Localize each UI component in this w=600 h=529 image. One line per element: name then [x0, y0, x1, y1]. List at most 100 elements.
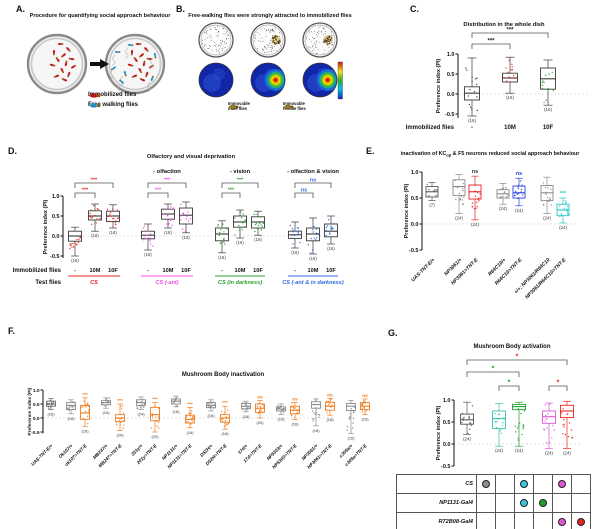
svg-text:(24): (24) — [515, 208, 523, 213]
panel-b-title: Free-walking flies were strongly attract… — [188, 13, 352, 19]
svg-text:(16): (16) — [291, 250, 299, 255]
condition-cell — [533, 493, 553, 513]
legend-label: Free walking flies — [88, 102, 139, 108]
svg-text:***: *** — [91, 178, 98, 184]
svg-text:NP5303>TNT-E: NP5303>TNT-E — [271, 443, 298, 470]
condition-row: CS — [396, 474, 591, 494]
condition-row: R72B08-Gal4 — [396, 512, 591, 529]
svg-text:(16): (16) — [506, 95, 514, 100]
condition-label: CS — [396, 474, 477, 494]
svg-text:-0.5: -0.5 — [445, 112, 454, 118]
svg-text:-0.5: -0.5 — [441, 464, 450, 470]
svg-text:- olfaction & vision: - olfaction & vision — [287, 169, 339, 175]
svg-text:(16): (16) — [67, 416, 75, 421]
svg-text:(7): (7) — [429, 203, 435, 208]
svg-text:0.0: 0.0 — [411, 222, 419, 228]
svg-text:inactivation of KCαβ & F5 neur: inactivation of KCαβ & F5 neurons reduce… — [401, 151, 581, 158]
svg-text:-0.5: -0.5 — [409, 248, 418, 254]
svg-text:CS (-ant & in darkness): CS (-ant & in darkness) — [282, 280, 344, 286]
svg-text:(24): (24) — [499, 206, 507, 211]
svg-text:(16): (16) — [468, 118, 476, 123]
svg-text:***: *** — [117, 398, 123, 404]
condition-dot-icon — [538, 498, 548, 508]
svg-text:0.5: 0.5 — [447, 72, 455, 78]
svg-text:0.5: 0.5 — [33, 402, 40, 408]
svg-text:*: * — [557, 380, 560, 387]
svg-text:(16): (16) — [361, 417, 369, 422]
svg-text:ns: ns — [472, 169, 478, 175]
svg-text:(16): (16) — [254, 237, 262, 242]
svg-text:Mushroom Body activation: Mushroom Body activation — [473, 344, 550, 350]
condition-dot-icon — [481, 479, 491, 489]
condition-cell — [571, 493, 591, 513]
svg-text:Preference index (PI): Preference index (PI) — [436, 405, 442, 460]
condition-cell — [476, 512, 496, 529]
legend-immovable-female: Immovable female flies — [283, 101, 315, 112]
svg-text:(16): (16) — [47, 412, 55, 417]
svg-text:Distribution in the whole dish: Distribution in the whole dish — [463, 22, 545, 28]
svg-text:CS (-ant): CS (-ant) — [155, 280, 178, 286]
condition-cell — [552, 493, 572, 513]
svg-text:ns: ns — [362, 394, 368, 399]
svg-text:(16): (16) — [326, 417, 334, 422]
svg-text:1.0: 1.0 — [443, 398, 451, 404]
condition-cell — [495, 512, 515, 529]
svg-text:10M: 10M — [235, 268, 246, 274]
svg-text:ns: ns — [257, 396, 263, 401]
condition-row: NP1131-Gal4 — [396, 493, 591, 513]
svg-text:0.5: 0.5 — [411, 196, 419, 202]
chart-e-kc-inactivation-boxplot: inactivation of KCαβ & F5 neurons reduce… — [401, 151, 581, 300]
svg-text:(16): (16) — [186, 430, 194, 435]
svg-text:(16): (16) — [544, 107, 552, 112]
svg-text:-: - — [147, 268, 149, 274]
chart-f-mb-inactivation-boxplot: Mushroom Body inactivation 1.0 0.5 0.0 -0.5P… — [27, 372, 370, 470]
svg-text:***: *** — [155, 188, 162, 194]
svg-text:10M: 10M — [163, 268, 174, 274]
chart-g-mb-activation-boxplot: Mushroom Body activation 1.0 0.5 0.0 -0.5 Pre… — [436, 344, 582, 470]
svg-text:10F: 10F — [253, 268, 263, 274]
svg-text:***: *** — [560, 191, 567, 197]
svg-text:10F: 10F — [326, 268, 336, 274]
svg-text:0.5: 0.5 — [443, 420, 451, 426]
svg-text:NP3061>TNT-E: NP3061>TNT-E — [306, 443, 333, 470]
svg-text:10F: 10F — [181, 268, 191, 274]
svg-text:(24): (24) — [495, 448, 503, 453]
condition-cell — [514, 512, 534, 529]
condition-cell — [495, 493, 515, 513]
svg-text:-: - — [294, 268, 296, 274]
condition-cell — [552, 512, 572, 529]
svg-text:-: - — [471, 125, 473, 131]
svg-text:(16): (16) — [347, 435, 355, 440]
svg-text:- olfaction: - olfaction — [153, 169, 181, 175]
svg-text:(24): (24) — [137, 412, 145, 417]
svg-text:***: *** — [487, 39, 495, 45]
svg-text:(16): (16) — [102, 410, 110, 415]
svg-text:0.0: 0.0 — [443, 442, 451, 448]
condition-dot-icon — [519, 498, 529, 508]
svg-text:(16): (16) — [242, 414, 250, 419]
svg-text:Preference index (PI): Preference index (PI) — [27, 387, 33, 435]
panel-a-legend: Immobilized flies Free walking flies — [88, 90, 138, 110]
svg-text:Preference index (PI): Preference index (PI) — [404, 183, 410, 238]
svg-text:Preference index (PI): Preference index (PI) — [436, 58, 442, 113]
svg-text:-: - — [74, 268, 76, 274]
svg-text:(16): (16) — [236, 240, 244, 245]
svg-text:(24): (24) — [543, 216, 551, 221]
free-walking-fly-icon — [89, 102, 101, 108]
condition-cell — [571, 512, 591, 529]
svg-text:(16): (16) — [327, 246, 335, 251]
panel-e-label: E. — [366, 146, 375, 156]
svg-text:Preference index (PI): Preference index (PI) — [43, 199, 49, 254]
panel-f-label: F. — [8, 326, 16, 336]
panel-b-dishes-heatmaps — [198, 22, 343, 100]
legend-item-immobilized: Immobilized flies — [88, 90, 138, 100]
svg-text:***: *** — [152, 397, 158, 403]
svg-text:Mushroom Body inactivation: Mushroom Body inactivation — [182, 372, 265, 378]
svg-text:-: - — [221, 268, 223, 274]
panel-d-label: D. — [8, 146, 17, 156]
svg-text:***: *** — [187, 401, 193, 407]
svg-text:-0.5: -0.5 — [31, 430, 40, 436]
condition-cell — [476, 493, 496, 513]
condition-cell — [495, 474, 515, 494]
svg-text:(16): (16) — [277, 417, 285, 422]
